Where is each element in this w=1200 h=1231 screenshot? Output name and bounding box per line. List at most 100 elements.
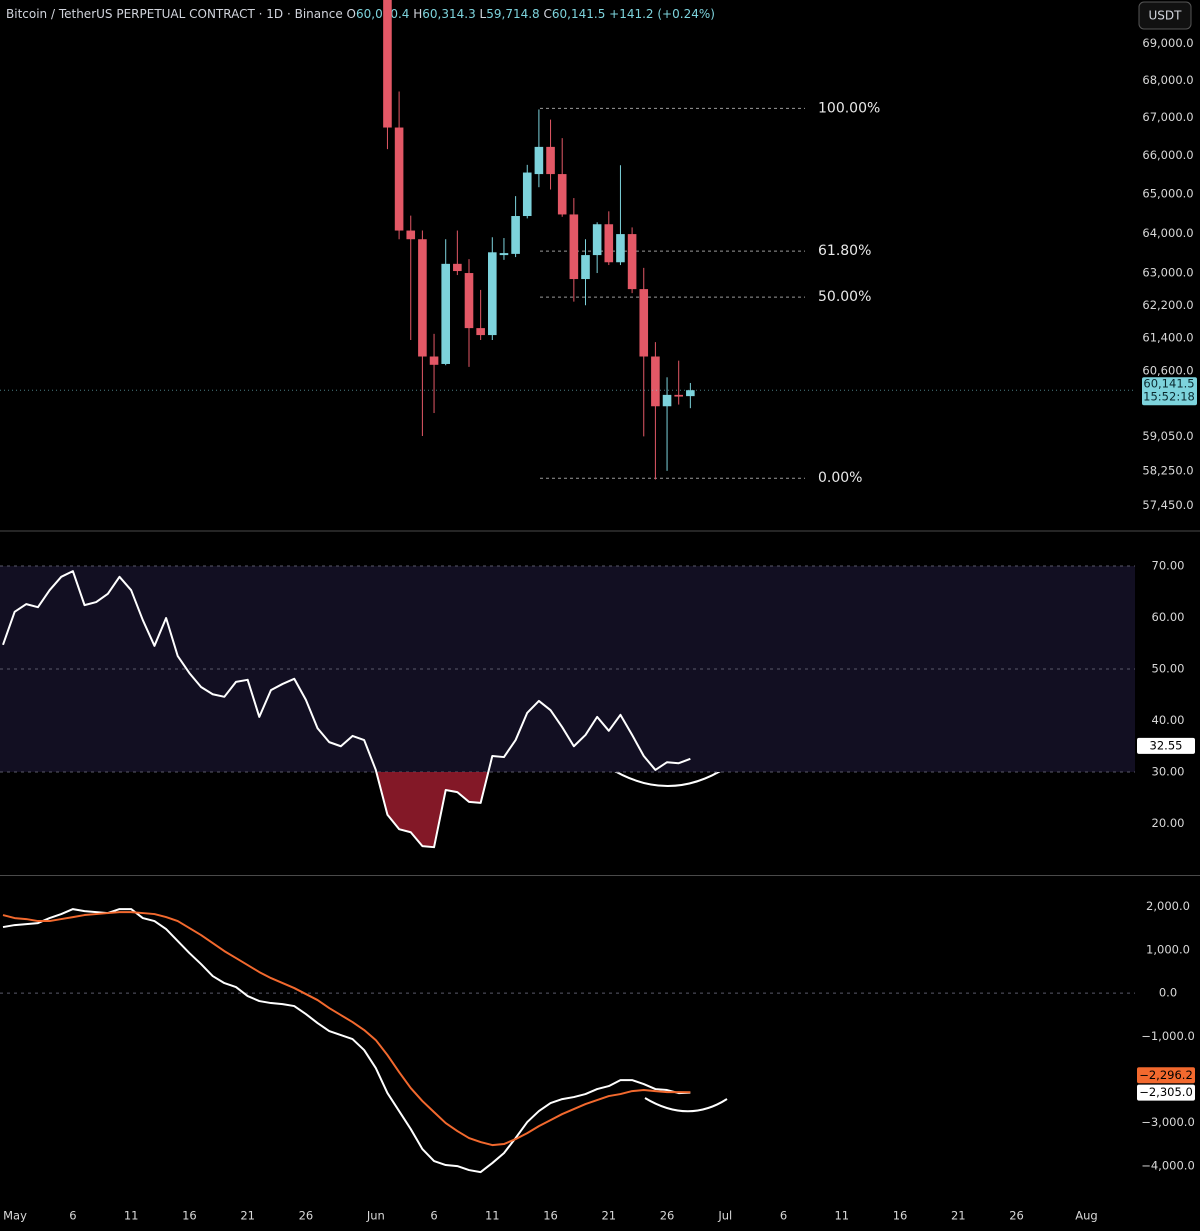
x-tick-label: 26 xyxy=(660,1209,675,1223)
y-tick-label: 68,000.0 xyxy=(1142,73,1193,87)
candle-body xyxy=(383,0,392,128)
x-tick-label: 6 xyxy=(780,1209,787,1223)
y-tick-label: 40.00 xyxy=(1152,713,1185,727)
x-tick-label: 16 xyxy=(893,1209,908,1223)
candle-body xyxy=(557,174,567,215)
x-tick-label: 11 xyxy=(485,1209,500,1223)
candle-body xyxy=(476,328,485,336)
drawn-arc xyxy=(607,766,728,787)
y-tick-label: −1,000.0 xyxy=(1141,1029,1195,1043)
y-tick-label: −4,000.0 xyxy=(1141,1158,1195,1172)
fib-label: 50.00% xyxy=(818,289,871,305)
candle-body xyxy=(394,127,404,231)
y-tick-label: 70.00 xyxy=(1152,558,1185,572)
last-price-label: 60,141.5 xyxy=(1143,377,1194,391)
candle-body xyxy=(569,214,579,280)
legend-value: 60,000.4 xyxy=(356,7,409,21)
y-tick-label: 60,600.0 xyxy=(1142,364,1193,378)
line xyxy=(2,570,691,849)
candle-body xyxy=(627,234,637,290)
candles xyxy=(383,0,805,480)
y-tick-label: 67,000.0 xyxy=(1142,110,1193,124)
legend-value: 60,314.3 xyxy=(422,7,475,21)
y-tick-label: 64,000.0 xyxy=(1142,226,1193,240)
candle-body xyxy=(592,224,602,256)
legend-key: O xyxy=(347,7,356,21)
line xyxy=(2,908,691,1174)
value-label: −2,305.0 xyxy=(1139,1085,1193,1099)
oversold-fill xyxy=(376,771,489,848)
candle-body xyxy=(429,356,439,365)
value-box xyxy=(1137,1084,1195,1101)
last-price-box xyxy=(1142,377,1197,406)
legend-key: L xyxy=(480,7,487,21)
candle-body xyxy=(651,356,660,407)
candle-body xyxy=(639,289,649,357)
value-label: −2,296.2 xyxy=(1139,1068,1193,1082)
line xyxy=(2,911,691,1147)
y-tick-label: 30.00 xyxy=(1152,764,1185,778)
x-tick-label: 21 xyxy=(601,1209,616,1223)
y-tick-label: 58,250.0 xyxy=(1142,463,1193,477)
candle-body xyxy=(464,273,474,329)
candle-body xyxy=(511,216,520,254)
x-tick-label: 11 xyxy=(834,1209,849,1223)
y-tick-label: 69,000.0 xyxy=(1142,36,1193,50)
x-tick-label: 26 xyxy=(299,1209,314,1223)
chart-header: Bitcoin / TetherUS PERPETUAL CONTRACT · … xyxy=(6,7,715,21)
y-tick-label: 66,000.0 xyxy=(1142,148,1193,162)
currency-label[interactable]: USDT xyxy=(1149,9,1183,23)
value-box xyxy=(1137,737,1195,754)
candle-body xyxy=(662,394,672,407)
x-tick-label: Aug xyxy=(1075,1209,1097,1223)
y-tick-label: 0.0 xyxy=(1159,986,1177,1000)
candle-body xyxy=(418,239,427,357)
x-tick-label: 16 xyxy=(182,1209,197,1223)
legend-key: H xyxy=(413,7,422,21)
y-tick-label: −3,000.0 xyxy=(1141,1115,1195,1129)
y-tick-label: 63,000.0 xyxy=(1142,266,1193,280)
candle-body xyxy=(581,255,590,280)
y-tick-label: 60.00 xyxy=(1152,610,1185,624)
y-tick-label: 57,450.0 xyxy=(1142,498,1193,512)
x-tick-label: 21 xyxy=(951,1209,966,1223)
y-tick-label: 2,000.0 xyxy=(1146,899,1190,913)
candle-body xyxy=(546,146,555,175)
x-tick-label: 26 xyxy=(1009,1209,1024,1223)
y-tick-label: 62,200.0 xyxy=(1142,298,1193,312)
y-tick-label: 65,000.0 xyxy=(1142,187,1193,201)
x-tick-label: 16 xyxy=(543,1209,558,1223)
x-tick-label: 11 xyxy=(124,1209,139,1223)
legend-value: 60,141.5 xyxy=(552,7,605,21)
candle-body xyxy=(499,253,509,256)
fib-label: 0.00% xyxy=(818,470,862,486)
chart-title: Bitcoin / TetherUS PERPETUAL CONTRACT · … xyxy=(6,7,343,21)
candle-body xyxy=(453,263,462,272)
candle-body xyxy=(616,234,625,263)
candle-body xyxy=(674,394,683,397)
currency-button[interactable] xyxy=(1138,1,1192,30)
candle-body xyxy=(488,252,497,336)
drawn-arc xyxy=(644,1097,728,1113)
x-tick-label: 6 xyxy=(430,1209,437,1223)
legend-value: 59,714.8 xyxy=(486,7,539,21)
y-tick-label: 1,000.0 xyxy=(1146,942,1190,956)
fib-label: 61.80% xyxy=(818,243,871,259)
legend-change: +141.2 (+0.24%) xyxy=(609,7,715,21)
x-tick-label: 6 xyxy=(69,1209,76,1223)
y-tick-label: 50.00 xyxy=(1152,661,1185,675)
candle-body xyxy=(406,230,416,240)
candle-body xyxy=(604,224,614,263)
x-tick-label: May xyxy=(3,1209,27,1223)
candle-body xyxy=(686,390,695,397)
x-tick-label: Jul xyxy=(717,1209,732,1223)
candle-body xyxy=(441,263,450,364)
y-tick-label: 59,050.0 xyxy=(1142,429,1193,443)
countdown: 15:52:18 xyxy=(1143,390,1195,404)
y-tick-label: 20.00 xyxy=(1152,816,1185,830)
legend-key: C xyxy=(544,7,552,21)
candle-body xyxy=(522,172,532,217)
candle-body xyxy=(534,146,544,175)
